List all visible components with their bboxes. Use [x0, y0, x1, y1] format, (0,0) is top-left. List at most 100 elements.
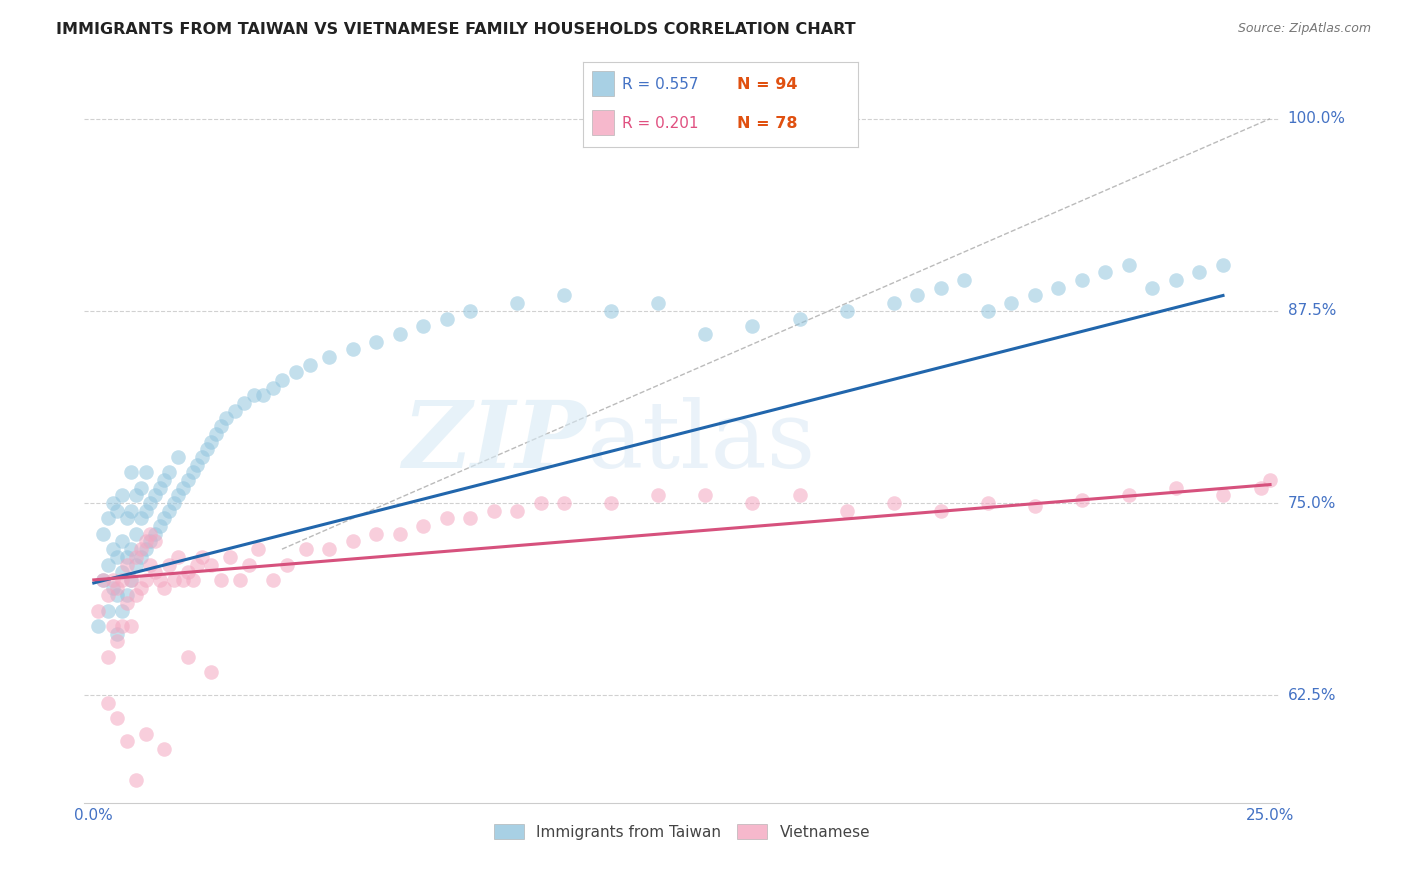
Text: R = 0.557: R = 0.557	[621, 77, 699, 92]
Point	[153, 581, 176, 595]
Point	[135, 534, 157, 549]
Point	[883, 496, 905, 510]
Point	[1024, 499, 1046, 513]
Point	[167, 488, 190, 502]
Point	[163, 496, 186, 510]
Point	[97, 696, 120, 710]
Point	[143, 565, 166, 579]
Point	[506, 296, 529, 310]
Point	[105, 549, 128, 564]
Point	[342, 534, 364, 549]
Point	[233, 396, 256, 410]
Point	[120, 573, 142, 587]
Point	[219, 549, 242, 564]
Text: 100.0%: 100.0%	[1288, 112, 1346, 126]
Point	[214, 411, 236, 425]
Text: 75.0%: 75.0%	[1288, 496, 1336, 510]
Point	[262, 573, 284, 587]
Point	[91, 573, 114, 587]
Point	[482, 504, 505, 518]
Point	[91, 573, 114, 587]
Point	[139, 558, 162, 572]
Point	[172, 573, 194, 587]
Text: atlas: atlas	[586, 397, 815, 486]
Point	[125, 488, 148, 502]
Point	[105, 626, 128, 640]
Point	[247, 542, 270, 557]
Point	[105, 581, 128, 595]
Point	[388, 526, 411, 541]
Point	[318, 542, 340, 557]
Point	[120, 619, 142, 633]
Point	[436, 511, 458, 525]
Point	[224, 404, 246, 418]
Point	[139, 496, 162, 510]
Point	[506, 504, 529, 518]
Point	[143, 488, 166, 502]
Point	[129, 542, 152, 557]
Point	[252, 388, 274, 402]
Point	[200, 434, 222, 449]
Point	[111, 488, 134, 502]
Point	[1118, 488, 1140, 502]
Point	[101, 619, 124, 633]
Point	[167, 450, 190, 464]
Point	[1212, 258, 1234, 272]
Text: N = 94: N = 94	[737, 77, 797, 92]
Point	[129, 549, 152, 564]
Point	[600, 496, 623, 510]
Point	[412, 519, 434, 533]
Point	[101, 573, 124, 587]
Point	[789, 311, 811, 326]
Point	[1164, 273, 1187, 287]
Point	[125, 526, 148, 541]
Point	[177, 565, 200, 579]
Point	[129, 511, 152, 525]
Point	[101, 581, 124, 595]
Point	[1070, 273, 1092, 287]
Point	[87, 604, 110, 618]
Point	[205, 426, 228, 441]
Point	[97, 588, 120, 602]
Point	[101, 542, 124, 557]
Point	[458, 511, 481, 525]
Point	[97, 558, 120, 572]
Point	[125, 772, 148, 787]
Point	[177, 649, 200, 664]
Point	[228, 573, 250, 587]
Text: N = 78: N = 78	[737, 116, 797, 130]
Point	[149, 573, 172, 587]
Point	[200, 665, 222, 680]
Point	[157, 558, 180, 572]
Point	[553, 288, 575, 302]
Point	[741, 319, 763, 334]
Point	[276, 558, 298, 572]
Point	[111, 573, 134, 587]
Point	[238, 558, 260, 572]
Point	[388, 326, 411, 341]
Point	[97, 511, 120, 525]
Point	[1094, 265, 1116, 279]
Point	[120, 504, 142, 518]
Point	[342, 343, 364, 357]
Point	[139, 526, 162, 541]
Point	[191, 450, 214, 464]
Point	[294, 542, 316, 557]
Point	[600, 304, 623, 318]
Point	[186, 458, 208, 472]
Point	[695, 488, 717, 502]
Point	[135, 726, 157, 740]
Point	[115, 588, 138, 602]
Point	[364, 334, 387, 349]
Point	[111, 604, 134, 618]
Point	[929, 504, 952, 518]
Point	[135, 573, 157, 587]
Point	[149, 481, 172, 495]
Legend: Immigrants from Taiwan, Vietnamese: Immigrants from Taiwan, Vietnamese	[488, 818, 876, 846]
Point	[1164, 481, 1187, 495]
Text: 62.5%: 62.5%	[1288, 688, 1336, 703]
Point	[1258, 473, 1281, 487]
Point	[1070, 492, 1092, 507]
Point	[105, 504, 128, 518]
Point	[835, 504, 858, 518]
